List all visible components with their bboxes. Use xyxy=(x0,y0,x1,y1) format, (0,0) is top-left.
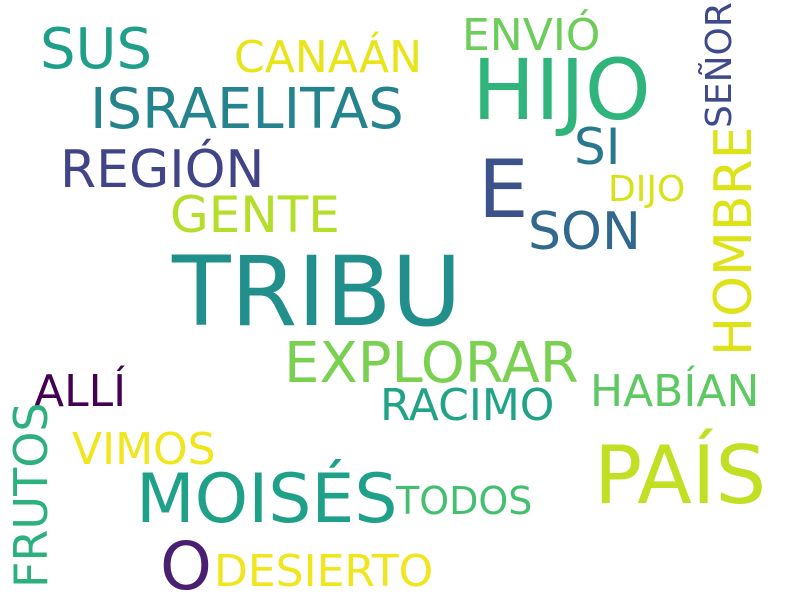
word-envio: ENVIÓ xyxy=(462,10,601,61)
word-frutos: FRUTOS xyxy=(4,402,58,588)
word-o: O xyxy=(160,528,212,600)
word-vimos: VIMOS xyxy=(72,424,216,475)
word-explorar: EXPLORAR xyxy=(284,331,579,396)
word-e: E xyxy=(478,143,529,236)
word-todos: TODOS xyxy=(396,479,533,523)
word-canaan: CANAÁN xyxy=(234,32,423,83)
word-hombre: HOMBRE xyxy=(704,126,764,356)
word-gente: GENTE xyxy=(170,186,340,244)
word-region: REGIÓN xyxy=(60,140,265,200)
word-racimo: RACIMO xyxy=(380,380,555,431)
word-pais: PAÍS xyxy=(594,429,767,522)
word-desierto: DESIERTO xyxy=(214,546,434,597)
word-dijo: DIJO xyxy=(608,169,686,210)
word-son: SON xyxy=(528,202,641,262)
word-israelitas: ISRAELITAS xyxy=(90,77,404,142)
word-tribu: TRIBU xyxy=(172,236,462,348)
word-si: SI xyxy=(574,118,621,176)
word-sus: SUS xyxy=(40,17,153,82)
word-habian: HABÍAN xyxy=(590,366,760,417)
word-moises: MOISÉS xyxy=(136,460,398,539)
word-senor: SEÑOR xyxy=(699,2,740,128)
word-hijo: HIJO xyxy=(472,41,651,139)
word-alli: ALLÍ xyxy=(34,366,127,417)
